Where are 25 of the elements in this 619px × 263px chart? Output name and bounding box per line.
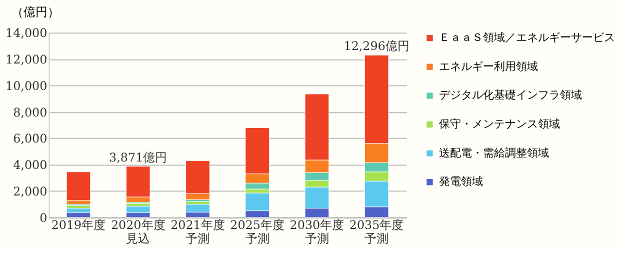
bar <box>126 206 150 214</box>
y-axis-title: （億円） <box>11 5 60 20</box>
y-tick-label: 2,000 <box>13 184 48 198</box>
y-tick-label: 14,000 <box>6 26 48 40</box>
y-tick-label: 12,000 <box>6 52 48 66</box>
legend-label: ＥａａＳ領域／エネルギーサービス <box>439 31 616 44</box>
y-tick-label: 8,000 <box>13 105 48 120</box>
legend-label: 保守・メンテナンス領域 <box>439 117 560 130</box>
legend-label: デジタル化基礎インフラ領域 <box>439 88 582 102</box>
x-tick-label: 2030年度予測 <box>290 218 344 246</box>
legend-label: 送配電・需給調整領域 <box>439 146 550 160</box>
legend-label: エネルギー利用領域 <box>439 60 538 73</box>
y-tick-label: 4,000 <box>13 158 48 172</box>
x-tick-label: 2021年度予測 <box>170 218 225 246</box>
y-tick-label: 6,000 <box>13 132 48 146</box>
y-tick-label: 10,000 <box>6 78 48 93</box>
x-tick-label: 2020年度見込 <box>110 218 166 246</box>
legend-label: 発電領域 <box>439 175 484 188</box>
bar <box>66 172 91 200</box>
x-tick-label: 2019年度 <box>51 218 106 232</box>
y-tick-label: 0 <box>40 210 48 225</box>
x-tick-label: 2035年度予測 <box>349 218 404 246</box>
x-tick-label: 2025年度予測 <box>230 218 284 246</box>
annotation: 3,871億円 <box>109 150 168 164</box>
annotation: 12,296億円 <box>344 39 410 54</box>
